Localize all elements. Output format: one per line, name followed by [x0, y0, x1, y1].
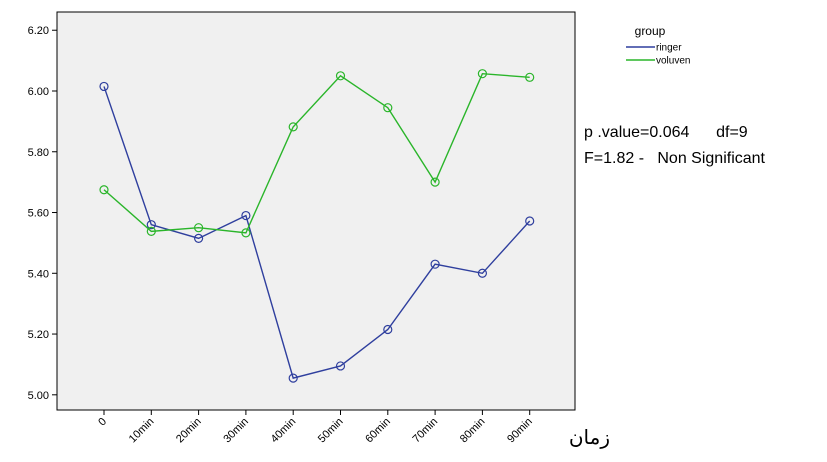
data-point-voluven: [335, 71, 346, 81]
x-tick-label: 90min: [505, 416, 535, 446]
x-tick-label: 20min: [174, 416, 204, 446]
data-point-ringer: [430, 259, 440, 269]
data-point-voluven: [477, 69, 487, 79]
series-layer: [99, 69, 535, 383]
data-point-voluven: [146, 226, 156, 236]
plot-area: [56, 11, 576, 411]
data-point-voluven: [525, 72, 535, 82]
data-point-ringer: [194, 233, 204, 243]
y-tick-label: 5.40: [28, 268, 49, 280]
x-axis: 0 10min 20min 30min 40min 50min 60min 70min 80mi…: [96, 410, 535, 445]
x-tick-label: 50min: [316, 416, 346, 446]
y-tick-label: 5.60: [28, 208, 49, 220]
x-axis-label: زمان: [569, 425, 610, 449]
y-tick-label: 5.20: [28, 329, 49, 341]
data-point-voluven: [430, 177, 440, 187]
y-tick-label: 6.20: [28, 25, 49, 37]
data-point-voluven: [383, 103, 393, 113]
data-point-ringer: [477, 268, 487, 278]
y-tick-label: 5.00: [28, 390, 49, 402]
series-line-voluven: [103, 72, 530, 234]
x-tick-label: 70min: [411, 416, 441, 446]
data-point-ringer: [241, 210, 251, 221]
series-line-ringer: [103, 86, 531, 379]
data-point-ringer: [383, 324, 393, 335]
data-point-ringer: [335, 361, 346, 371]
y-tick-label: 6.00: [28, 86, 49, 98]
x-tick-label: 40min: [269, 416, 299, 446]
data-point-ringer: [99, 81, 109, 92]
x-tick-label: 30min: [221, 416, 251, 446]
data-point-voluven: [288, 122, 298, 132]
data-point-voluven: [194, 223, 204, 233]
x-tick-label: 10min: [127, 416, 157, 446]
stats-annotation-1: p .value=0.064 df=9: [584, 124, 748, 141]
y-tick-label: 5.80: [28, 147, 49, 159]
data-point-voluven: [241, 228, 251, 238]
stats-annotation-2: F=1.82 - Non Significant: [584, 150, 765, 167]
x-tick-label: 60min: [363, 416, 393, 446]
x-tick-label: 80min: [458, 416, 488, 446]
legend: group ringer voluven: [626, 24, 690, 67]
y-axis: 5.00 5.20 5.40 5.60 5.80 6.00 6.20: [28, 25, 57, 402]
data-point-ringer: [525, 216, 535, 226]
data-point-ringer: [288, 373, 298, 383]
x-tick-label: 0: [96, 416, 109, 429]
legend-label-ringer: ringer: [656, 43, 682, 54]
legend-title: group: [635, 24, 666, 38]
data-point-ringer: [146, 220, 156, 230]
legend-label-voluven: voluven: [656, 56, 690, 67]
data-point-voluven: [99, 185, 109, 195]
